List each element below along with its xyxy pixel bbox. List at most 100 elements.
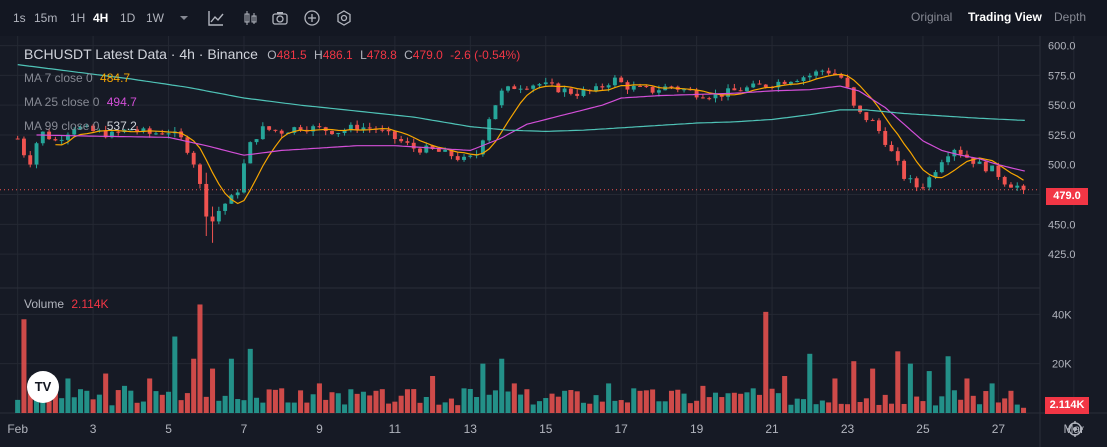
interval-1d-button[interactable]: 1D <box>120 11 136 25</box>
view-depth-tab[interactable]: Depth <box>1054 10 1087 24</box>
candle-body <box>524 88 529 90</box>
candle-body <box>788 81 793 84</box>
settings-hex-icon[interactable] <box>334 8 354 28</box>
indicators-icon[interactable] <box>206 8 226 28</box>
candle-body <box>726 88 731 97</box>
chevron-down-icon[interactable] <box>174 8 194 28</box>
ma25-label: MA 25 close 0 <box>24 95 100 109</box>
volume-bar <box>178 400 184 413</box>
candle-body <box>399 139 404 142</box>
candle-body <box>612 77 617 86</box>
interval-1s-button[interactable]: 1s <box>13 11 26 25</box>
volume-bar <box>1008 390 1014 413</box>
x-tick-label: 19 <box>690 422 704 436</box>
candle-body <box>782 81 787 84</box>
price-chart-canvas[interactable]: Feb3579111315171921232527Mar600.0575.055… <box>0 36 1107 447</box>
volume-value: 2.114K <box>71 297 109 311</box>
candle-body <box>512 86 517 89</box>
price-tick-label: 500.0 <box>1048 160 1076 172</box>
candle-body <box>575 93 580 96</box>
volume-bar <box>675 389 681 413</box>
candle-body <box>537 84 542 86</box>
change-value: -2.6 (-0.54%) <box>450 48 521 62</box>
view-original-tab[interactable]: Original <box>911 10 953 24</box>
candle-body <box>292 127 297 133</box>
volume-bar <box>448 398 454 413</box>
candle-body <box>279 130 284 134</box>
volume-bar <box>27 389 33 413</box>
candle-body <box>311 126 316 132</box>
candle-body <box>53 139 58 141</box>
volume-bar <box>524 389 530 413</box>
candle-body <box>392 131 397 140</box>
volume-bar <box>706 397 712 413</box>
volume-bar <box>819 400 825 413</box>
volume-bar <box>794 398 800 413</box>
candle-body <box>1015 185 1020 188</box>
camera-icon[interactable] <box>270 8 290 28</box>
ma99-line <box>17 64 1025 133</box>
ma25-value: 494.7 <box>106 95 137 109</box>
candle-body <box>1021 185 1026 190</box>
candle-body <box>826 70 831 74</box>
candle-body <box>480 140 485 155</box>
candle-body <box>468 155 473 157</box>
interval-4h-button[interactable]: 4H <box>93 11 109 25</box>
candle-body <box>738 90 743 92</box>
candle-body <box>449 149 454 157</box>
candle-body <box>248 142 253 164</box>
interval-1w-button[interactable]: 1W <box>146 11 164 25</box>
candle-body <box>355 124 360 130</box>
volume-bar <box>807 353 813 413</box>
tradingview-logo[interactable]: TV <box>27 371 59 403</box>
candle-body <box>801 77 806 81</box>
plus-circle-icon[interactable] <box>302 8 322 28</box>
volume-bar <box>826 402 832 413</box>
candle-body <box>977 161 982 164</box>
candle-body <box>562 88 567 93</box>
top-toolbar: 1s 15m 1H 4H 1D 1W Original Trading View… <box>0 0 1107 36</box>
interval-1h-button[interactable]: 1H <box>70 11 86 25</box>
candle-body <box>902 160 907 179</box>
volume-bar <box>687 403 693 413</box>
volume-bar <box>895 351 901 413</box>
volume-bar <box>323 399 329 413</box>
volume-bar <box>417 402 423 413</box>
candle-body <box>430 145 435 149</box>
candle-body <box>493 105 498 120</box>
candle-body <box>820 70 825 72</box>
volume-bar <box>373 390 379 413</box>
candle-body <box>15 138 20 140</box>
candle-body <box>223 203 228 211</box>
volume-bar <box>147 378 153 413</box>
view-tradingview-tab[interactable]: Trading View <box>968 10 1042 24</box>
volume-bar <box>920 401 926 413</box>
volume-bar <box>719 397 725 413</box>
candle-type-icon[interactable] <box>240 8 260 28</box>
volume-bar <box>631 388 637 413</box>
candle-body <box>763 84 768 88</box>
candle-body <box>550 82 554 84</box>
candle-body <box>518 88 523 90</box>
volume-bar <box>800 399 807 413</box>
interval-15m-button[interactable]: 15m <box>34 11 58 25</box>
candle-body <box>600 86 605 88</box>
candle-body <box>1002 176 1007 185</box>
candle-body <box>254 139 259 143</box>
volume-bar <box>172 336 178 413</box>
candle-body <box>40 131 45 144</box>
volume-bar <box>568 390 574 413</box>
volume-bar <box>235 399 241 413</box>
volume-bar <box>140 401 146 413</box>
x-tick-label: Feb <box>7 422 28 436</box>
candle-body <box>751 83 756 88</box>
volume-bar <box>530 404 536 413</box>
chart-settings-icon[interactable] <box>1064 418 1086 440</box>
volume-bar <box>882 394 888 413</box>
close-label: C <box>404 48 413 62</box>
candle-body <box>204 183 209 217</box>
candle-body <box>864 112 869 121</box>
ma7-line <box>55 73 1024 205</box>
ma99-legend: MA 99 close 0 537.2 <box>24 119 137 133</box>
volume-bar <box>643 390 649 413</box>
